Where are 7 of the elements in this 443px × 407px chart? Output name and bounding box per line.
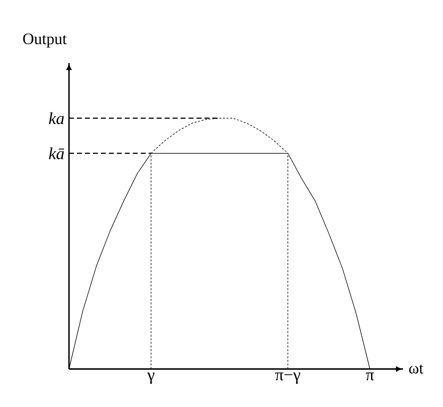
x-tick-label: π−γ [275,372,300,384]
x-tick-label: γ [147,372,154,384]
y-axis-title: Output [23,34,67,48]
ref-line-label: kā [48,147,64,160]
x-axis-title: ωt [409,364,424,374]
x-tick-label: π [366,372,374,380]
ref-line-label: ka [48,112,64,124]
